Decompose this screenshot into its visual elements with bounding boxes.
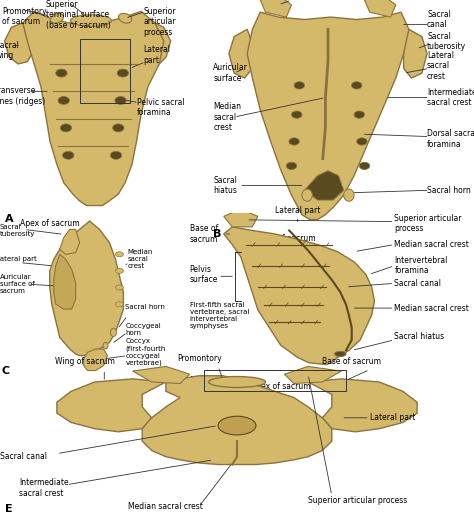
Text: Intermediate
sacral crest: Intermediate sacral crest (427, 88, 474, 107)
Text: E: E (5, 504, 12, 514)
Polygon shape (57, 379, 166, 432)
Text: Auricular
surface of
sacrum: Auricular surface of sacrum (0, 274, 35, 294)
Polygon shape (224, 209, 258, 227)
Text: Coccyx
(first-fourth
coccygeal
vertebrae): Coccyx (first-fourth coccygeal vertebrae… (126, 338, 166, 366)
Ellipse shape (344, 189, 354, 201)
Ellipse shape (292, 111, 302, 118)
Text: Pelvic sacral
foramina: Pelvic sacral foramina (137, 98, 184, 117)
Ellipse shape (110, 328, 117, 336)
Ellipse shape (116, 252, 123, 257)
Text: Pelvis
surface: Pelvis surface (190, 265, 218, 284)
Ellipse shape (60, 124, 72, 132)
Polygon shape (224, 227, 374, 364)
Ellipse shape (115, 97, 126, 104)
Ellipse shape (116, 268, 123, 274)
Text: Sacral horn: Sacral horn (427, 186, 471, 195)
Polygon shape (304, 171, 344, 200)
Text: Lateral part: Lateral part (275, 206, 320, 214)
Text: Promontory
of sacrum: Promontory of sacrum (2, 7, 47, 26)
Text: Superior
articular
process: Superior articular process (143, 7, 176, 37)
Ellipse shape (286, 162, 297, 170)
Text: Wing of sacrum: Wing of sacrum (55, 358, 115, 366)
Text: Base of sacrum: Base of sacrum (322, 358, 381, 366)
Text: Lateral part: Lateral part (0, 256, 37, 262)
Text: B: B (213, 229, 222, 239)
Ellipse shape (56, 69, 67, 77)
Text: Intermediate
sacral crest: Intermediate sacral crest (19, 478, 69, 498)
Polygon shape (284, 366, 341, 384)
Polygon shape (403, 29, 427, 78)
Polygon shape (229, 29, 252, 78)
Ellipse shape (110, 151, 122, 159)
Text: Coccygeal
horn: Coccygeal horn (126, 322, 161, 336)
Ellipse shape (103, 343, 108, 349)
Text: Median sacral crest: Median sacral crest (394, 240, 469, 249)
Ellipse shape (335, 351, 346, 357)
Text: C: C (2, 365, 10, 376)
Text: Sacral horn: Sacral horn (126, 305, 165, 310)
Text: Median sacral crest: Median sacral crest (128, 502, 203, 511)
Text: Median
sacral
crest: Median sacral crest (128, 249, 153, 269)
Ellipse shape (118, 13, 132, 23)
Text: Median
sacral
crest: Median sacral crest (213, 102, 241, 132)
Polygon shape (142, 376, 332, 465)
Text: First-fifth sacral
vertebrae, sacral
intervertebral
symphyses: First-fifth sacral vertebrae, sacral int… (190, 302, 249, 329)
Polygon shape (5, 23, 34, 64)
Text: Apex of sacrum: Apex of sacrum (256, 234, 316, 243)
Ellipse shape (116, 285, 123, 290)
Text: Superior articular
process: Superior articular process (394, 214, 462, 233)
Polygon shape (133, 366, 190, 384)
Polygon shape (365, 0, 396, 17)
Text: Lateral part: Lateral part (370, 413, 415, 422)
Text: Auricular
surface: Auricular surface (213, 63, 248, 83)
Text: Median sacral crest: Median sacral crest (394, 304, 469, 312)
Ellipse shape (289, 138, 300, 145)
Ellipse shape (117, 69, 128, 77)
Text: A: A (5, 214, 13, 224)
Text: D: D (190, 376, 199, 386)
Polygon shape (54, 254, 76, 309)
Text: Intervertebral
foramina: Intervertebral foramina (394, 256, 448, 276)
Text: Sacral
tuberosity: Sacral tuberosity (0, 224, 36, 237)
Polygon shape (247, 12, 409, 220)
Text: Lateral
sacral
crest: Lateral sacral crest (427, 51, 454, 81)
Text: Sacral canal: Sacral canal (394, 279, 441, 288)
Polygon shape (60, 229, 80, 254)
Text: Sacral
tuberosity: Sacral tuberosity (427, 32, 466, 51)
Ellipse shape (294, 81, 304, 89)
Text: Promontory: Promontory (177, 354, 221, 363)
Text: Apex of sacrum: Apex of sacrum (20, 219, 80, 228)
Text: Base of
sacrum: Base of sacrum (190, 224, 218, 243)
Ellipse shape (356, 138, 367, 145)
Text: Sacral canal: Sacral canal (0, 452, 47, 461)
Text: Transverse
lines (ridges): Transverse lines (ridges) (0, 86, 46, 105)
Ellipse shape (218, 416, 256, 435)
Ellipse shape (116, 302, 123, 307)
Ellipse shape (113, 124, 124, 132)
Text: Sacral
wing: Sacral wing (0, 40, 19, 60)
Text: Sacral hiatus: Sacral hiatus (394, 332, 445, 341)
Text: Superior articular process: Superior articular process (308, 496, 407, 505)
Ellipse shape (352, 81, 362, 89)
Ellipse shape (71, 15, 111, 26)
Text: Lateral
part: Lateral part (143, 45, 170, 64)
Polygon shape (83, 349, 108, 371)
Text: Sacral
canal: Sacral canal (427, 10, 451, 29)
Ellipse shape (63, 151, 74, 159)
Ellipse shape (359, 162, 370, 170)
Ellipse shape (50, 13, 64, 23)
Polygon shape (50, 221, 123, 356)
Polygon shape (260, 0, 292, 17)
Ellipse shape (58, 97, 69, 104)
Ellipse shape (302, 189, 312, 201)
Ellipse shape (354, 111, 365, 118)
Polygon shape (143, 23, 171, 64)
Text: Dorsal sacral
foramina: Dorsal sacral foramina (427, 129, 474, 149)
Text: Superior
terminal surface
(base of sacrum): Superior terminal surface (base of sacru… (46, 0, 110, 30)
Text: Sacral
hiatus: Sacral hiatus (213, 176, 237, 195)
Text: Apex of sacrum: Apex of sacrum (251, 382, 310, 391)
Polygon shape (308, 379, 417, 432)
Ellipse shape (209, 377, 265, 387)
Polygon shape (23, 11, 164, 206)
